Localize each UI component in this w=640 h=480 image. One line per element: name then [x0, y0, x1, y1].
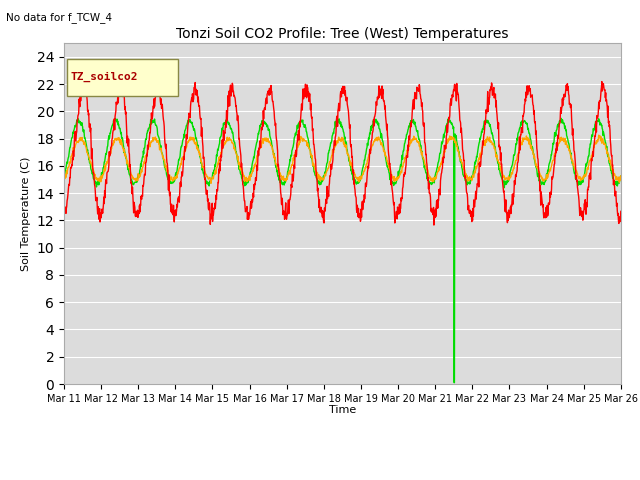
Y-axis label: Soil Temperature (C): Soil Temperature (C): [21, 156, 31, 271]
X-axis label: Time: Time: [329, 405, 356, 415]
Title: Tonzi Soil CO2 Profile: Tree (West) Temperatures: Tonzi Soil CO2 Profile: Tree (West) Temp…: [176, 27, 509, 41]
Text: TZ_soilco2: TZ_soilco2: [70, 72, 138, 83]
Text: No data for f_TCW_4: No data for f_TCW_4: [6, 12, 113, 23]
FancyBboxPatch shape: [67, 59, 178, 96]
